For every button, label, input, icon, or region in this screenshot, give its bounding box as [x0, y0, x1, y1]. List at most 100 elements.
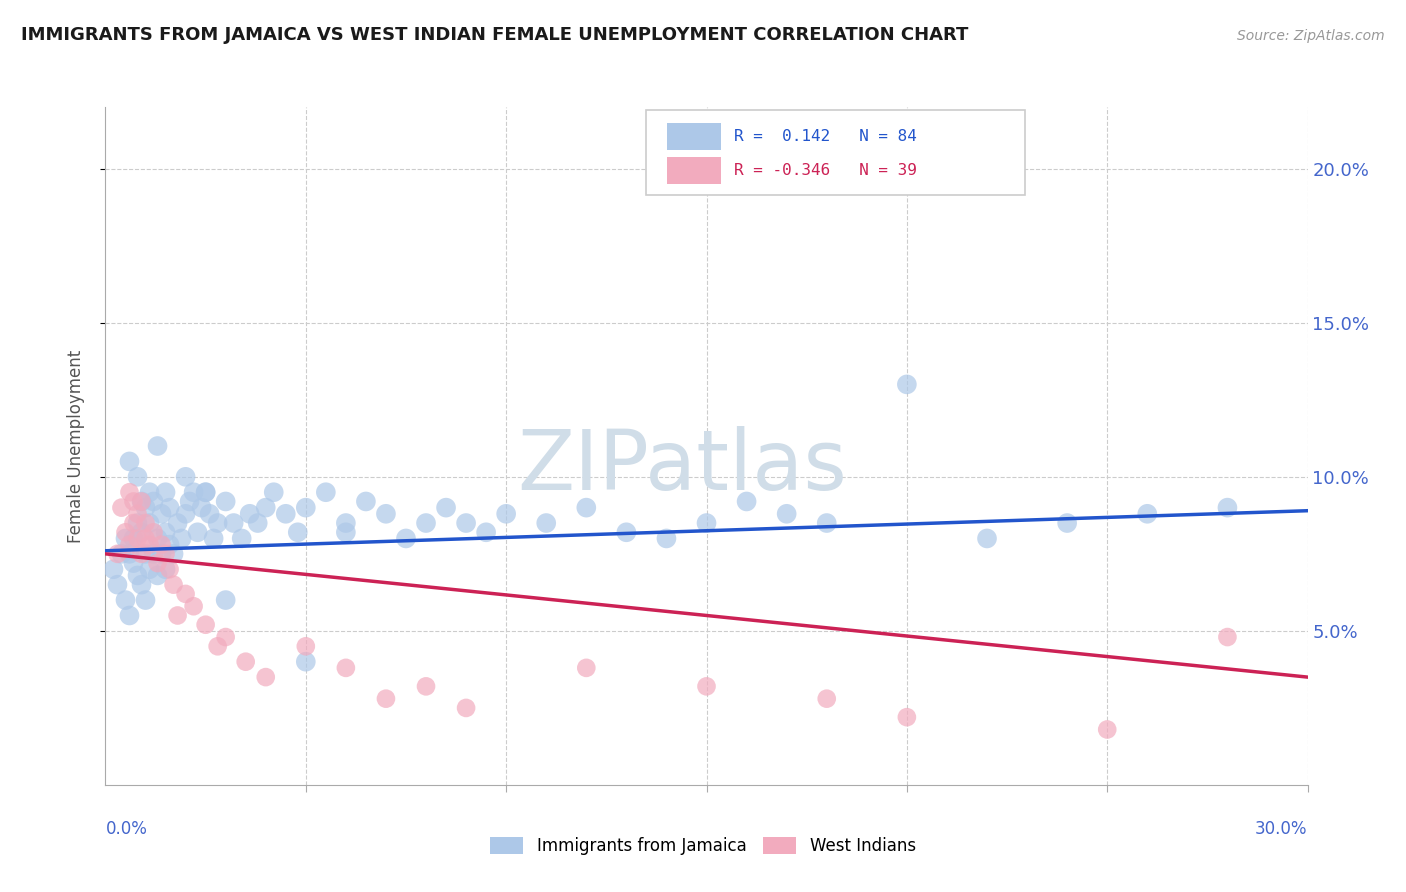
Point: [174, 470, 197, 484]
Point: [170, 532, 193, 546]
Point: [174, 587, 197, 601]
Text: 0.0%: 0.0%: [105, 820, 148, 838]
Point: [207, 640, 229, 654]
Point: [254, 500, 277, 515]
Point: [198, 507, 221, 521]
Point: [135, 532, 157, 546]
Point: [231, 532, 253, 546]
Point: [146, 556, 169, 570]
Point: [976, 532, 998, 546]
Point: [495, 507, 517, 521]
Text: R =  0.142   N = 84: R = 0.142 N = 84: [734, 128, 917, 144]
Point: [194, 485, 217, 500]
Point: [454, 701, 477, 715]
Text: Source: ZipAtlas.com: Source: ZipAtlas.com: [1237, 29, 1385, 43]
Text: ZIPatlas: ZIPatlas: [517, 425, 848, 507]
Point: [696, 679, 718, 693]
Point: [335, 661, 357, 675]
Point: [146, 532, 169, 546]
Point: [118, 608, 141, 623]
Point: [131, 494, 153, 508]
Point: [1056, 516, 1078, 530]
Text: IMMIGRANTS FROM JAMAICA VS WEST INDIAN FEMALE UNEMPLOYMENT CORRELATION CHART: IMMIGRANTS FROM JAMAICA VS WEST INDIAN F…: [21, 26, 969, 44]
Point: [415, 679, 437, 693]
Point: [1216, 500, 1239, 515]
Point: [202, 532, 225, 546]
Point: [616, 525, 638, 540]
Point: [162, 547, 184, 561]
Point: [150, 547, 173, 561]
Point: [131, 577, 153, 591]
Point: [159, 538, 181, 552]
Point: [142, 525, 165, 540]
Point: [190, 500, 212, 515]
Point: [107, 577, 129, 591]
Point: [295, 655, 318, 669]
Point: [155, 525, 177, 540]
Point: [415, 516, 437, 530]
Point: [335, 516, 357, 530]
FancyBboxPatch shape: [666, 156, 721, 184]
Point: [131, 525, 153, 540]
Y-axis label: Female Unemployment: Female Unemployment: [66, 350, 84, 542]
Point: [166, 608, 188, 623]
Point: [138, 516, 160, 530]
Point: [295, 500, 318, 515]
Point: [131, 547, 153, 561]
Point: [207, 516, 229, 530]
Point: [159, 562, 181, 576]
Point: [575, 661, 598, 675]
Point: [246, 516, 269, 530]
Point: [114, 525, 136, 540]
Point: [142, 494, 165, 508]
Point: [183, 485, 205, 500]
Point: [146, 439, 169, 453]
Point: [575, 500, 598, 515]
Point: [146, 568, 169, 582]
Point: [354, 494, 377, 508]
Point: [103, 562, 125, 576]
Point: [896, 710, 918, 724]
Point: [214, 494, 236, 508]
Point: [162, 577, 184, 591]
FancyBboxPatch shape: [647, 111, 1025, 195]
Point: [114, 593, 136, 607]
Point: [127, 568, 149, 582]
Point: [696, 516, 718, 530]
Text: R = -0.346   N = 39: R = -0.346 N = 39: [734, 162, 917, 178]
Point: [194, 485, 217, 500]
Point: [174, 507, 197, 521]
Point: [263, 485, 285, 500]
Point: [138, 485, 160, 500]
Point: [183, 599, 205, 614]
Point: [135, 593, 157, 607]
Point: [655, 532, 678, 546]
Point: [150, 538, 173, 552]
Point: [114, 532, 136, 546]
Point: [118, 547, 141, 561]
Point: [295, 640, 318, 654]
Point: [110, 500, 132, 515]
Point: [239, 507, 262, 521]
Point: [374, 691, 398, 706]
Point: [214, 593, 236, 607]
Point: [150, 507, 173, 521]
Point: [395, 532, 418, 546]
Point: [179, 494, 201, 508]
Point: [735, 494, 758, 508]
FancyBboxPatch shape: [666, 122, 721, 150]
Point: [155, 562, 177, 576]
Point: [1097, 723, 1119, 737]
Point: [254, 670, 277, 684]
Text: 30.0%: 30.0%: [1256, 820, 1308, 838]
Point: [776, 507, 799, 521]
Point: [127, 470, 149, 484]
Point: [374, 507, 398, 521]
Point: [335, 525, 357, 540]
Point: [127, 507, 149, 521]
Point: [896, 377, 918, 392]
Point: [454, 516, 477, 530]
Point: [287, 525, 309, 540]
Point: [142, 547, 165, 561]
Point: [127, 516, 149, 530]
